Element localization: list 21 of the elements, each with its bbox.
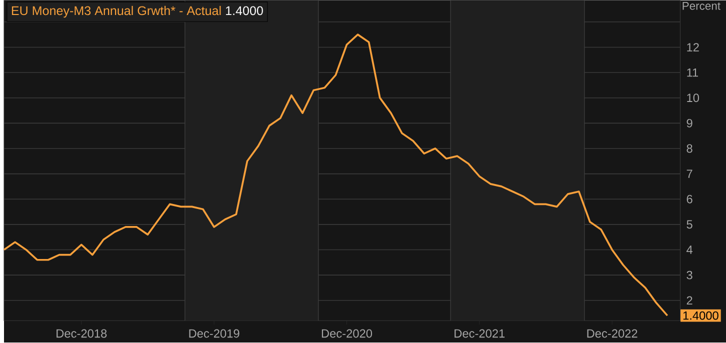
- y-axis-title: Percent: [682, 2, 720, 10]
- y-tick-label: 4: [686, 246, 692, 254]
- y-tick-label: 6: [686, 195, 692, 204]
- y-tick-label: 5: [686, 220, 692, 229]
- x-tick-label: Dec-2019: [189, 330, 240, 338]
- text: EU Money-M3 Annual Grwth* - Actual: [12, 6, 221, 18]
- y-tick-label: 8: [686, 144, 692, 153]
- x-tick-label: Dec-2021: [454, 330, 505, 338]
- annotation: 1.4000: [226, 6, 263, 16]
- y-tick-label: 11: [687, 68, 698, 77]
- y-tick-label: 12: [687, 43, 699, 52]
- y-tick-label: 10: [687, 94, 700, 102]
- y-tick-label: 3: [686, 271, 692, 280]
- x-tick-label: Dec-2020: [322, 330, 372, 338]
- y-tick-label: 2: [686, 296, 692, 305]
- x-tick-label: Dec-2018: [56, 330, 107, 338]
- y-tick-label: 7: [686, 170, 692, 178]
- x-tick-label: Dec-2022: [587, 330, 638, 338]
- line-series: [3, 34, 668, 317]
- y-tick-label: 9: [686, 119, 692, 128]
- annotation: 1.4000: [683, 312, 718, 320]
